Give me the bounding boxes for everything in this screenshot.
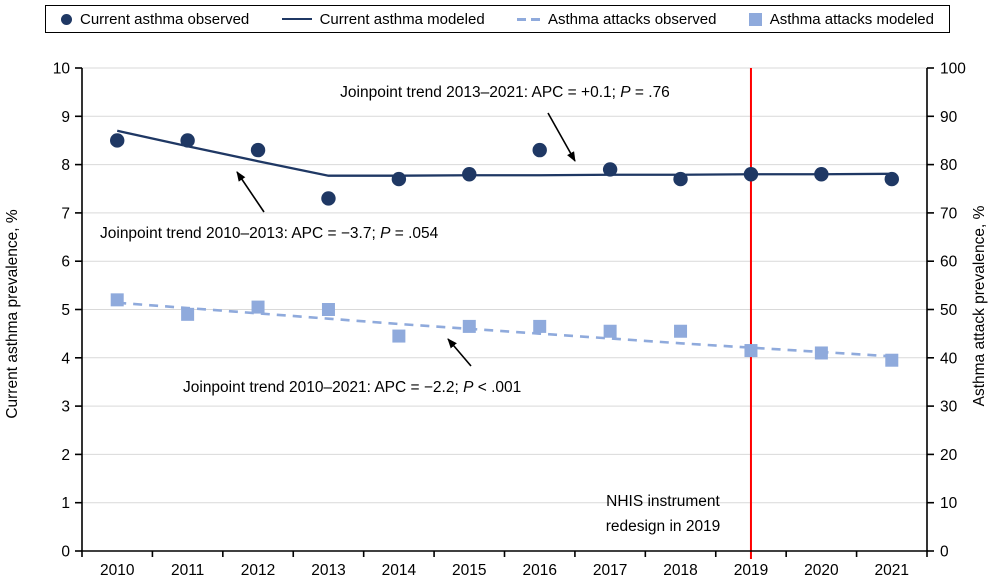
left-axis-tick-label: 4	[61, 350, 70, 367]
legend-label: Current asthma observed	[80, 10, 250, 28]
annotation-text: Joinpoint trend 2010–2021: APC = −2.2;	[183, 379, 463, 396]
data-point-current-asthma-observed	[884, 171, 899, 187]
x-axis-year-label: 2014	[382, 562, 417, 579]
annotation-arrow-2013-2021	[547, 112, 576, 162]
data-point-current-asthma-observed	[532, 142, 547, 158]
annotation-p-italic: P	[620, 84, 631, 101]
data-point-asthma-attacks-modeled	[251, 300, 265, 314]
annotation-p-italic: P	[463, 379, 474, 396]
right-axis-tick-label: 0	[940, 544, 949, 561]
left-axis-tick-label: 7	[61, 205, 70, 222]
left-axis-tick-label: 10	[53, 61, 71, 78]
chart-legend: Current asthma observed Current asthma mo…	[45, 5, 950, 33]
legend-item-current-asthma-observed: Current asthma observed	[61, 11, 249, 28]
x-axis-year-label: 2013	[311, 562, 345, 579]
right-axis-tick-label: 10	[940, 495, 958, 512]
annotation-trend-2010-2013: Joinpoint trend 2010–2013: APC = −3.7; P…	[100, 225, 439, 242]
right-axis-tick-label: 70	[940, 205, 958, 222]
data-point-asthma-attacks-modeled	[814, 346, 828, 360]
right-axis-tick-label: 50	[940, 302, 958, 319]
right-axis-tick-label: 80	[940, 157, 958, 174]
nhis-label-line1: NHIS instrument	[606, 493, 720, 510]
legend-item-asthma-attacks-modeled: Asthma attacks modeled	[748, 10, 934, 28]
left-axis-tick-label: 8	[61, 157, 70, 174]
legend-item-asthma-attacks-observed: Asthma attacks observed	[517, 11, 716, 28]
data-point-current-asthma-observed	[110, 133, 125, 148]
legend-label: Asthma attacks modeled	[769, 10, 934, 28]
data-point-current-asthma-observed	[321, 191, 336, 206]
data-point-current-asthma-observed	[180, 133, 195, 148]
blue-square-marker-icon	[748, 12, 762, 26]
right-axis-tick-label: 40	[940, 350, 958, 367]
annotation-text: = .76	[631, 84, 670, 101]
annotation-text: Joinpoint trend 2010–2013: APC = −3.7;	[100, 225, 380, 242]
x-axis-year-label: 2010	[100, 562, 135, 579]
x-axis-year-label: 2019	[734, 562, 768, 579]
x-axis-year-label: 2021	[875, 562, 909, 579]
x-axis-year-label: 2018	[663, 562, 697, 579]
left-axis-tick-label: 6	[61, 254, 70, 271]
data-point-asthma-attacks-modeled	[110, 293, 124, 307]
annotation-text: Joinpoint trend 2013–2021: APC = +0.1;	[340, 84, 620, 101]
left-axis-tick-label: 5	[61, 302, 70, 319]
data-point-current-asthma-observed	[602, 162, 618, 177]
data-point-asthma-attacks-modeled	[603, 324, 617, 338]
data-point-asthma-attacks-modeled	[321, 303, 335, 316]
right-axis-tick-label: 100	[940, 61, 966, 78]
legend-label: Current asthma modeled	[319, 10, 485, 28]
left-axis-title: Current asthma prevalence, %	[4, 209, 21, 419]
x-axis-year-label: 2012	[241, 562, 275, 579]
right-axis-tick-label: 20	[940, 447, 958, 464]
data-point-current-asthma-observed	[391, 171, 407, 187]
left-axis-tick-label: 0	[61, 544, 70, 561]
annotation-p-italic: P	[380, 225, 391, 242]
blue-dashed-line-marker-icon	[517, 17, 540, 21]
right-axis-tick-label: 30	[940, 399, 958, 416]
nhis-redesign-label: NHIS instrument redesign in 2019	[606, 493, 721, 535]
data-point-asthma-attacks-modeled	[181, 307, 195, 321]
left-axis-tick-label: 2	[61, 447, 70, 464]
right-axis-tick-label: 90	[940, 109, 958, 126]
data-point-asthma-attacks-modeled	[885, 353, 899, 367]
x-axis-year-label: 2020	[804, 562, 839, 579]
dash-segment	[531, 17, 540, 21]
annotation-trend-2013-2021: Joinpoint trend 2013–2021: APC = +0.1; P…	[340, 84, 670, 101]
annotation-arrow-2010-2021	[447, 338, 472, 367]
left-axis-tick-label: 9	[61, 109, 70, 126]
data-point-asthma-attacks-modeled	[462, 319, 476, 333]
navy-circle-marker-icon	[61, 13, 72, 25]
annotation-arrow-2010-2013	[236, 171, 265, 213]
data-point-current-asthma-observed	[250, 142, 266, 158]
nhis-label-line2: redesign in 2019	[606, 518, 721, 535]
series-line-asthma-attacks-observed	[117, 301, 892, 358]
right-axis-title: Asthma attack prevalence, %	[971, 205, 988, 406]
annotation-text: = .054	[390, 225, 438, 242]
right-axis-tick-label: 60	[940, 254, 958, 271]
data-point-asthma-attacks-modeled	[674, 324, 688, 338]
legend-item-current-asthma-modeled: Current asthma modeled	[281, 10, 485, 28]
annotation-trend-2010-2021: Joinpoint trend 2010–2021: APC = −2.2; P…	[183, 379, 521, 396]
x-axis-year-label: 2011	[171, 562, 204, 579]
data-point-asthma-attacks-modeled	[392, 329, 406, 343]
left-axis-tick-label: 3	[61, 399, 70, 416]
x-axis-year-label: 2017	[593, 562, 627, 579]
x-axis-year-label: 2015	[452, 562, 486, 579]
legend-label: Asthma attacks observed	[548, 10, 717, 28]
left-axis-tick-label: 1	[61, 495, 70, 512]
series-line-current-asthma-modeled	[116, 129, 892, 177]
x-axis-year-label: 2016	[522, 562, 556, 579]
annotation-text: < .001	[473, 379, 521, 396]
dash-segment	[517, 17, 526, 21]
data-point-asthma-attacks-modeled	[533, 319, 547, 333]
navy-solid-line-marker-icon	[281, 17, 312, 21]
data-point-asthma-attacks-modeled	[744, 344, 758, 358]
